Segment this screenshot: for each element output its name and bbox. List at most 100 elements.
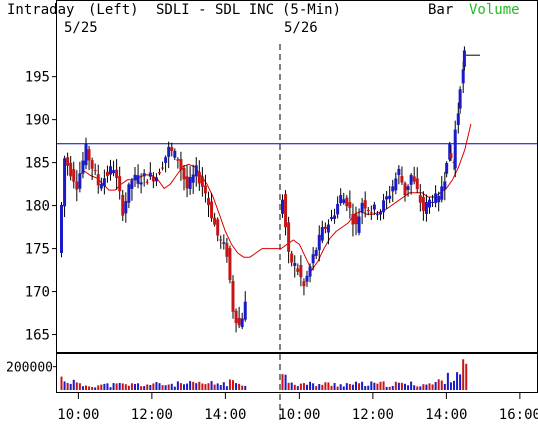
price-bar — [369, 212, 373, 214]
price-bar — [449, 153, 453, 159]
volume-bar — [66, 382, 69, 390]
price-bar — [158, 172, 161, 174]
volume-bar — [97, 385, 100, 390]
volume-bar — [348, 384, 351, 390]
volume-bar — [186, 383, 189, 390]
volume-bar — [431, 384, 434, 390]
volume-bar — [440, 380, 443, 390]
volume-bar — [155, 382, 158, 390]
volume-bar — [453, 380, 455, 390]
price-bar — [72, 169, 76, 182]
volume-bar — [170, 383, 173, 390]
volume-bar — [397, 382, 400, 390]
volume-bar — [167, 384, 170, 390]
volume-bar — [394, 381, 397, 390]
time-tick-label: 12:00 — [131, 407, 173, 423]
interval-label[interactable]: (5-Min) — [282, 2, 342, 18]
volume-bar — [189, 381, 192, 390]
price-bar — [164, 157, 168, 163]
chart-mode-label[interactable]: Intraday — [7, 2, 75, 18]
price-bar — [124, 201, 128, 214]
price-bar — [366, 210, 370, 212]
volume-bar — [137, 383, 140, 390]
price-bar — [431, 201, 435, 203]
price-bar — [167, 146, 171, 157]
price-bar — [154, 177, 158, 182]
price-bar — [182, 168, 186, 180]
volume-bar — [416, 386, 419, 390]
volume-bar — [385, 386, 388, 390]
volume-bar — [173, 386, 176, 390]
price-bar — [219, 239, 223, 241]
axis-side-label[interactable]: (Left) — [88, 2, 139, 18]
volume-bar — [204, 384, 207, 390]
volume-bar — [281, 374, 284, 390]
price-bar — [302, 281, 306, 287]
price-bar — [200, 176, 204, 187]
volume-bar — [115, 383, 118, 390]
price-bar — [317, 234, 321, 251]
volume-bar — [296, 386, 299, 390]
price-tick-label: 175 — [25, 242, 50, 258]
volume-bar — [465, 363, 468, 390]
volume-bar — [85, 385, 87, 390]
volume-bar — [309, 381, 312, 390]
volume-bar — [152, 383, 155, 390]
volume-bar — [222, 382, 225, 390]
volume-bar — [103, 383, 106, 390]
price-bar — [403, 183, 407, 196]
chart-style-label[interactable]: Bar — [428, 2, 454, 18]
price-bar — [121, 194, 125, 216]
volume-bar — [161, 385, 164, 390]
volume-bar — [207, 383, 210, 390]
price-bar — [60, 204, 63, 253]
price-bar — [207, 198, 210, 206]
price-bar — [360, 202, 364, 213]
volume-bar — [216, 383, 219, 390]
price-bar — [105, 171, 109, 176]
volume-bar — [287, 382, 290, 390]
price-bar — [287, 222, 291, 252]
volume-bar — [413, 385, 416, 390]
price-bar — [194, 165, 198, 177]
price-tick-label: 185 — [25, 156, 50, 172]
volume-bar — [69, 383, 72, 390]
price-bar — [363, 200, 367, 209]
price-bar — [424, 202, 428, 214]
price-tick-label: 165 — [25, 328, 50, 344]
price-bar — [179, 159, 183, 170]
price-bar — [127, 184, 131, 203]
price-bar — [237, 317, 241, 326]
price-bar — [240, 318, 244, 328]
session-date-2: 5/26 — [284, 20, 318, 36]
volume-bar — [241, 385, 244, 390]
price-tick-label: 180 — [25, 199, 50, 215]
volume-bar — [176, 381, 179, 390]
volume-bar — [164, 385, 167, 390]
price-bar — [333, 215, 337, 219]
volume-bar — [60, 376, 63, 390]
volume-toggle-label[interactable]: Volume — [469, 2, 520, 18]
volume-bar — [312, 383, 315, 390]
volume-bar — [306, 384, 308, 390]
price-bar — [400, 175, 404, 183]
price-bar — [99, 184, 103, 189]
price-bar — [102, 178, 106, 187]
price-bar — [348, 202, 352, 208]
volume-bar — [333, 383, 336, 390]
volume-bar — [244, 385, 247, 390]
volume-bar — [355, 381, 357, 390]
time-tick-label: 14:00 — [425, 407, 467, 423]
volume-bar — [213, 384, 216, 390]
price-bar — [336, 203, 340, 215]
volume-bar — [342, 386, 345, 390]
volume-bar — [400, 382, 403, 390]
time-tick-label: 14:00 — [204, 407, 246, 423]
volume-bar — [121, 383, 124, 390]
price-bar — [326, 224, 330, 233]
volume-bar — [318, 384, 321, 390]
volume-bar — [72, 379, 75, 390]
volume-bar — [100, 384, 103, 390]
price-bar — [290, 253, 294, 263]
